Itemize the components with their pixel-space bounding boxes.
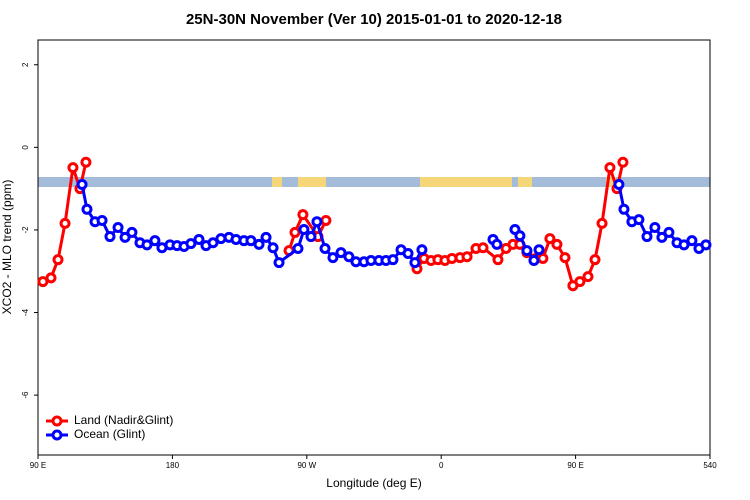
data-point [596, 217, 608, 229]
data-point [59, 217, 71, 229]
data-point [76, 179, 88, 191]
data-point [141, 239, 153, 251]
data-point [477, 242, 489, 254]
land-patch [298, 177, 326, 187]
data-point [292, 243, 304, 255]
legend-marker [51, 415, 63, 427]
land-sea-band [38, 177, 710, 187]
data-point [149, 235, 161, 247]
data-point [613, 179, 625, 191]
y-tick-label: 0 [21, 145, 30, 150]
data-point [104, 231, 116, 243]
data-point [273, 257, 285, 269]
data-point [649, 221, 661, 233]
data-point [245, 235, 257, 247]
land-patch [606, 177, 616, 187]
x-tick-label: 0 [439, 461, 444, 470]
y-tick-label: -2 [21, 226, 30, 234]
data-point [617, 156, 629, 168]
x-tick-label: 540 [703, 461, 717, 470]
data-point [319, 243, 331, 255]
y-tick-label: -4 [21, 308, 30, 316]
y-tick-label: -6 [21, 391, 30, 399]
x-tick-label: 180 [166, 461, 180, 470]
data-point [260, 231, 272, 243]
data-point [537, 252, 549, 264]
x-tick-label: 90 E [567, 461, 583, 470]
data-point [618, 203, 630, 215]
data-point [589, 254, 601, 266]
data-point [37, 276, 49, 288]
data-point [582, 271, 594, 283]
data-point [327, 252, 339, 264]
data-point [551, 238, 563, 250]
data-point [311, 216, 323, 228]
legend-label: Ocean (Glint) [74, 427, 145, 441]
data-point [514, 230, 526, 242]
series [76, 179, 712, 269]
land-patch [518, 177, 532, 187]
data-point [193, 233, 205, 245]
data-point [656, 231, 668, 243]
data-point [298, 224, 310, 236]
data-point [491, 238, 503, 250]
data-point [305, 231, 317, 243]
data-point [96, 214, 108, 226]
legend-label: Land (Nadir&Glint) [74, 413, 173, 427]
data-point [119, 231, 131, 243]
data-point [678, 239, 690, 251]
data-point [633, 214, 645, 226]
data-point [409, 257, 421, 269]
x-tick-label: 90 W [297, 461, 316, 470]
data-point [126, 226, 138, 238]
data-point [574, 276, 586, 288]
data-point [663, 226, 675, 238]
data-point [387, 254, 399, 266]
chart-title: 25N-30N November (Ver 10) 2015-01-01 to … [186, 11, 562, 28]
y-axis-label: XCO2 - MLO trend (ppm) [0, 180, 14, 315]
data-point [641, 231, 653, 243]
data-point [604, 162, 616, 174]
land-patch [420, 177, 512, 187]
data-point [52, 254, 64, 266]
legend-marker [51, 429, 63, 441]
data-point [521, 245, 533, 257]
data-point [207, 237, 219, 249]
data-point [320, 214, 332, 226]
x-axis-label: Longitude (deg E) [326, 476, 421, 490]
data-point [289, 226, 301, 238]
data-point [533, 244, 545, 256]
data-point [80, 156, 92, 168]
ocean-band [38, 177, 710, 187]
data-point [297, 209, 309, 221]
data-point [544, 233, 556, 245]
data-point [253, 238, 265, 250]
data-point [492, 254, 504, 266]
data-point [343, 251, 355, 263]
land-patch [272, 177, 282, 187]
data-point [67, 162, 79, 174]
data-point [461, 251, 473, 263]
data-point [81, 203, 93, 215]
data-point [185, 238, 197, 250]
data-point [45, 272, 57, 284]
data-point [402, 247, 414, 259]
x-tick-label: 90 E [30, 461, 46, 470]
data-point [112, 221, 124, 233]
data-point [416, 244, 428, 256]
data-point [559, 252, 571, 264]
data-point [700, 239, 712, 251]
data-point [528, 255, 540, 267]
data-point [335, 247, 347, 259]
data-point [267, 242, 279, 254]
data-point [686, 235, 698, 247]
y-tick-label: 2 [21, 62, 30, 67]
